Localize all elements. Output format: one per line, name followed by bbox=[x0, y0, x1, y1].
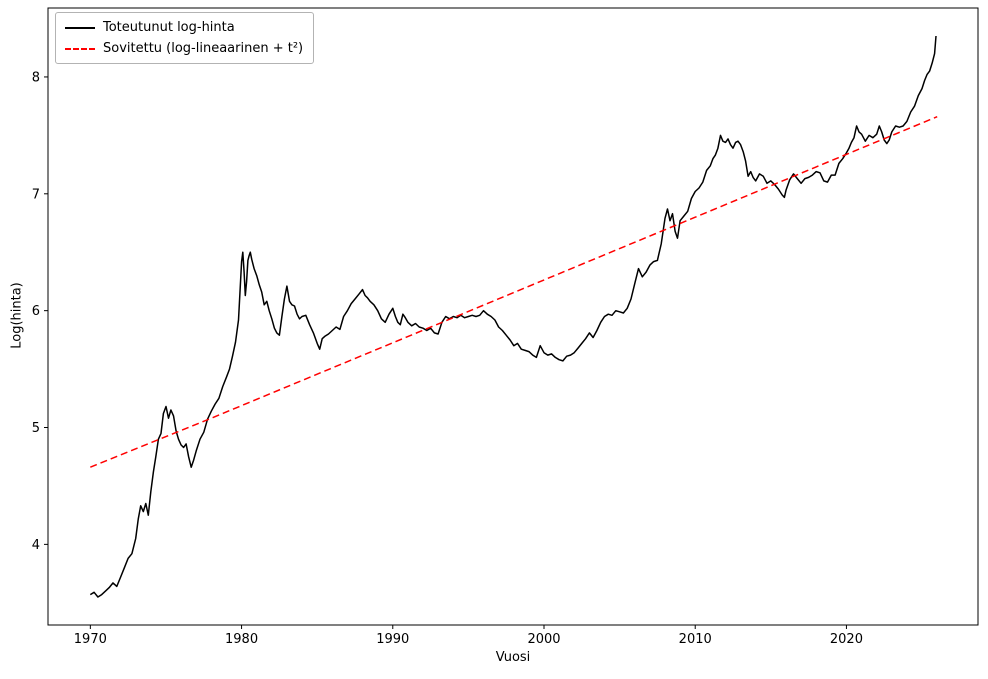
y-tick-label: 5 bbox=[32, 421, 40, 436]
y-tick-label: 4 bbox=[32, 538, 40, 553]
legend: Toteutunut log-hinta Sovitettu (log-line… bbox=[55, 12, 315, 64]
legend-item-actual: Toteutunut log-hinta bbox=[65, 20, 303, 35]
x-tick-label: 1970 bbox=[74, 632, 107, 647]
y-axis-label: Log(hinta) bbox=[9, 282, 25, 349]
series-line-actual bbox=[89, 35, 937, 598]
x-tick-label: 1990 bbox=[376, 632, 409, 647]
series-line-fitted bbox=[90, 116, 938, 468]
x-tick-label: 2020 bbox=[830, 632, 863, 647]
legend-item-fitted: Sovitettu (log-lineaarinen + t²) bbox=[65, 41, 303, 56]
y-tick-label: 6 bbox=[32, 304, 40, 319]
x-tick-label: 2010 bbox=[679, 632, 712, 647]
y-tick-label: 7 bbox=[32, 187, 40, 202]
legend-solid-line-icon bbox=[65, 26, 95, 29]
x-tick-label: 1980 bbox=[225, 632, 258, 647]
x-axis-label: Vuosi bbox=[495, 650, 531, 665]
legend-dashed-line-icon bbox=[65, 47, 95, 50]
x-tick-label: 2000 bbox=[527, 632, 560, 647]
legend-label-actual: Toteutunut log-hinta bbox=[103, 20, 235, 35]
axes-frame bbox=[47, 7, 979, 626]
legend-label-fitted: Sovitettu (log-lineaarinen + t²) bbox=[103, 41, 304, 56]
y-tick-label: 8 bbox=[32, 70, 40, 85]
